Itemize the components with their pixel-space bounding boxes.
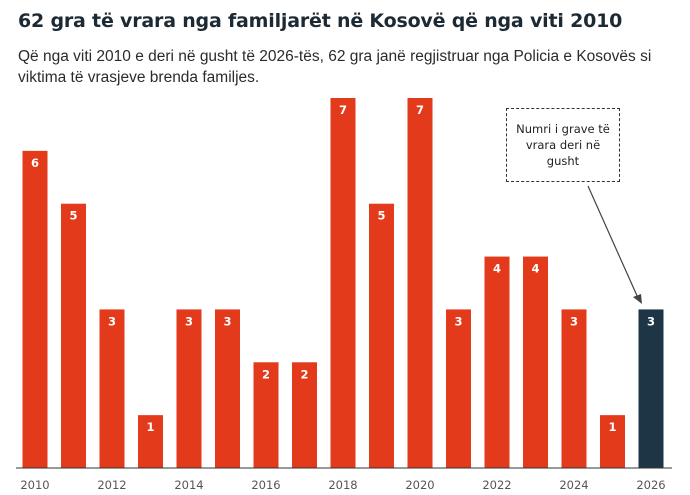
x-tick-label-2016: 2016 <box>251 478 280 492</box>
bar-value-label-2023: 4 <box>531 262 539 276</box>
x-tick-label-2020: 2020 <box>405 478 434 492</box>
bar-value-label-2018: 7 <box>339 103 347 117</box>
bar-value-label-2010: 6 <box>31 156 39 170</box>
bar-2022 <box>484 256 510 468</box>
annotation-text: Numri i grave të vrara deri në gusht <box>516 122 610 168</box>
bar-2018 <box>330 98 356 468</box>
bar-2015 <box>215 309 240 468</box>
bar-2010 <box>22 150 48 468</box>
bar-value-label-2020: 7 <box>416 103 424 117</box>
bar-value-label-2019: 5 <box>377 209 385 223</box>
bar-value-label-2014: 3 <box>185 314 193 328</box>
bar-2014 <box>176 309 202 468</box>
x-tick-label-2010: 2010 <box>20 478 49 492</box>
bar-2011 <box>61 203 86 468</box>
x-tick-label-2024: 2024 <box>559 478 588 492</box>
bar-2017 <box>292 362 317 468</box>
bar-labels-group: 6 5 3 1 3 3 2 2 7 5 7 3 4 4 3 1 3 <box>31 103 655 434</box>
bar-2013 <box>138 415 163 468</box>
bar-value-label-2011: 5 <box>69 209 77 223</box>
bar-2021 <box>446 309 471 468</box>
bar-2025 <box>600 415 625 468</box>
bar-2016 <box>253 362 279 468</box>
bar-2024 <box>561 309 587 468</box>
x-tick-label-2026: 2026 <box>636 478 665 492</box>
bar-value-label-2013: 1 <box>146 420 154 434</box>
x-tick-label-2022: 2022 <box>482 478 511 492</box>
bar-2012 <box>99 309 125 468</box>
bar-value-label-2024: 3 <box>570 314 578 328</box>
bar-value-label-2021: 3 <box>454 314 462 328</box>
chart-subtitle: Që nga viti 2010 e deri në gusht të 2026… <box>18 48 652 86</box>
bar-value-label-2015: 3 <box>223 314 231 328</box>
annotation-box: Numri i grave të vrara deri në gusht <box>506 108 620 182</box>
bars-group <box>22 98 664 468</box>
bar-2019 <box>369 203 394 468</box>
chart-title: 62 gra të vrara nga familjarët në Kosovë… <box>18 10 623 32</box>
x-tick-label-2014: 2014 <box>174 478 203 492</box>
bar-2020 <box>407 98 433 468</box>
bar-value-label-2025: 1 <box>608 420 616 434</box>
x-tick-label-2018: 2018 <box>328 478 357 492</box>
x-tick-label-2012: 2012 <box>97 478 126 492</box>
bar-value-label-2022: 4 <box>493 262 501 276</box>
bar-value-label-2012: 3 <box>108 314 116 328</box>
bar-2026 <box>638 309 664 468</box>
annotation-arrow <box>587 185 642 304</box>
bar-value-label-2017: 2 <box>300 367 308 381</box>
bar-2023 <box>523 256 548 468</box>
x-axis-ticks: 2010 2012 2014 2016 2018 2020 2022 2024 2026 <box>20 478 665 492</box>
bar-value-label-2026: 3 <box>647 314 655 328</box>
bar-value-label-2016: 2 <box>262 367 270 381</box>
